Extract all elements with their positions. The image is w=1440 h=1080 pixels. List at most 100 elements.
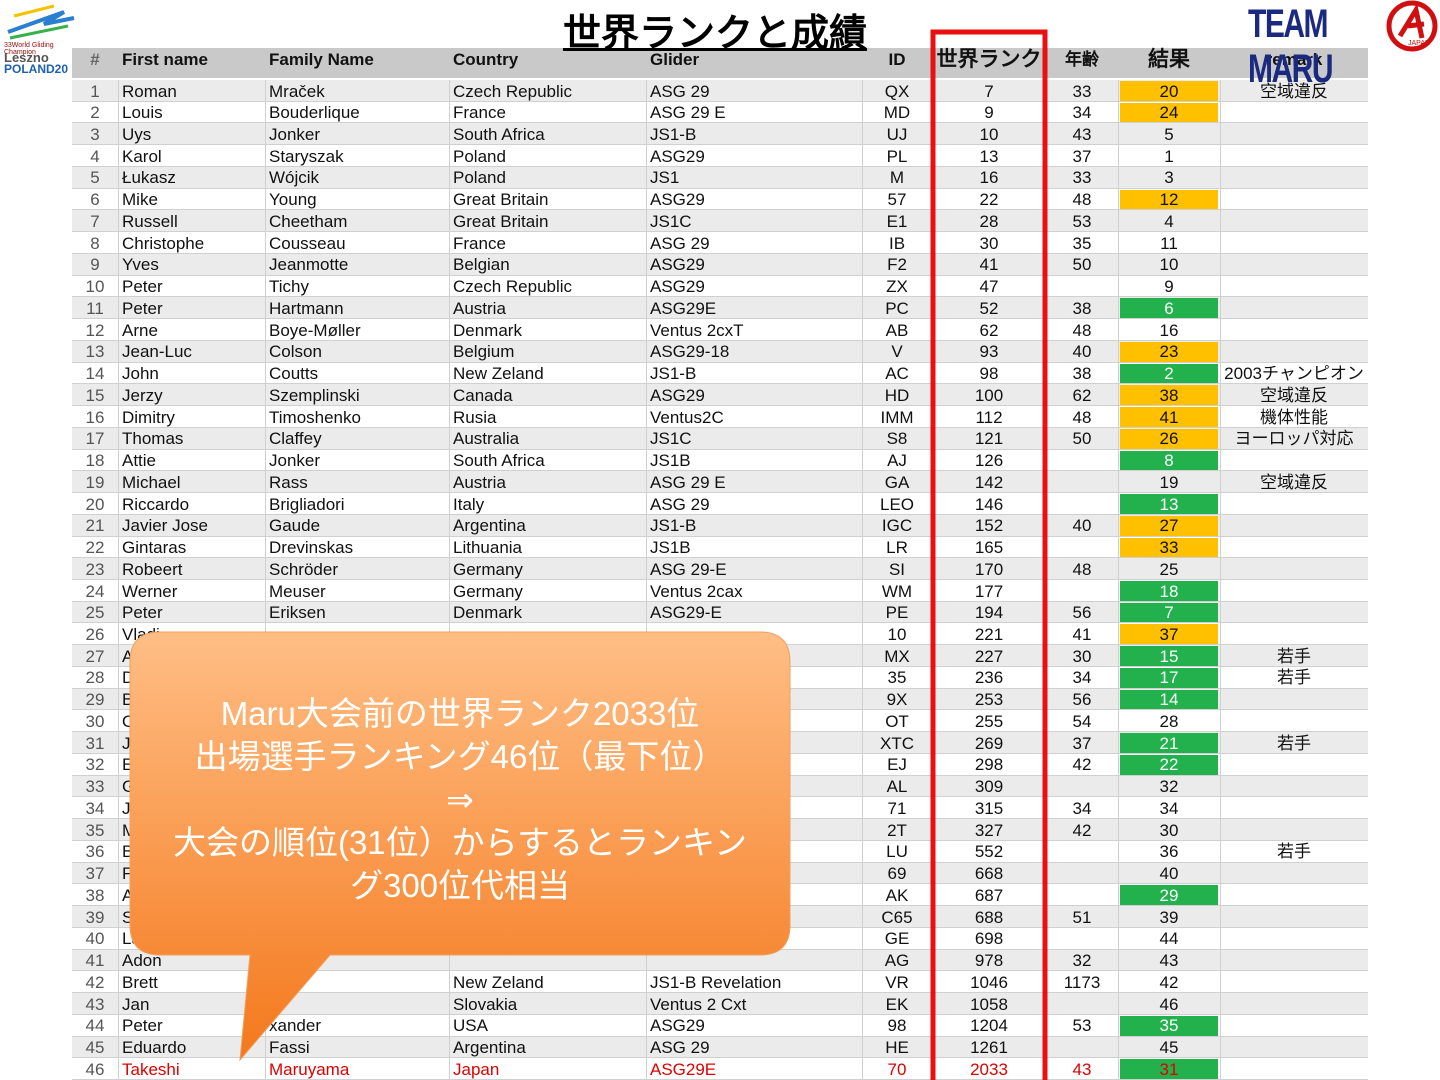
col-line bbox=[265, 145, 266, 167]
col-line bbox=[862, 427, 863, 450]
col-line bbox=[118, 753, 119, 776]
table-cell: 31 bbox=[85, 733, 105, 753]
table-cell: 16 bbox=[1159, 320, 1179, 340]
col-line bbox=[1220, 253, 1221, 276]
table-cell: 41 bbox=[1072, 624, 1092, 644]
col-line bbox=[862, 601, 863, 624]
table-cell: 42 bbox=[1072, 820, 1092, 840]
col-line bbox=[646, 188, 647, 211]
col-line bbox=[862, 949, 863, 972]
col-line bbox=[265, 580, 266, 602]
table-cell: Timoshenko bbox=[269, 407, 361, 427]
result-fill bbox=[1120, 189, 1218, 210]
result-fill bbox=[1120, 363, 1218, 384]
table-cell: 4 bbox=[90, 146, 100, 166]
table-cell: 43 bbox=[1159, 951, 1179, 971]
col-line bbox=[118, 666, 119, 689]
table-cell: 若手 bbox=[1277, 842, 1311, 862]
col-line bbox=[449, 1036, 450, 1059]
col-line bbox=[118, 819, 119, 841]
table-cell: 687 bbox=[974, 885, 1004, 905]
col-line bbox=[862, 319, 863, 341]
table-cell: 40 bbox=[85, 929, 105, 949]
table-cell: Lithuania bbox=[453, 538, 523, 558]
table-cell: 18 bbox=[1159, 581, 1179, 601]
table-cell: 32 bbox=[1072, 951, 1092, 971]
table-cell: Attie bbox=[122, 451, 157, 471]
table-cell: 30 bbox=[1159, 820, 1179, 840]
table-cell: 17 bbox=[85, 429, 105, 449]
col-line bbox=[1118, 493, 1119, 515]
result-fill bbox=[1120, 515, 1218, 536]
col-line bbox=[449, 319, 450, 341]
table-cell: Austria bbox=[453, 298, 506, 318]
col-line bbox=[449, 362, 450, 385]
table-cell: Christophe bbox=[122, 233, 205, 253]
col-line bbox=[118, 166, 119, 189]
table-cell: 688 bbox=[974, 907, 1004, 927]
col-line bbox=[118, 275, 119, 298]
col-line bbox=[646, 1058, 647, 1080]
table-cell: 27 bbox=[1159, 516, 1179, 536]
table-cell: 39 bbox=[1159, 907, 1179, 927]
result-fill bbox=[1120, 733, 1218, 753]
result-fill bbox=[1120, 102, 1218, 123]
col-line bbox=[1118, 558, 1119, 580]
table-cell: Bouderlique bbox=[269, 103, 360, 123]
col-line bbox=[118, 80, 119, 102]
col-line bbox=[646, 253, 647, 276]
table-cell: ASG29E bbox=[650, 1059, 717, 1079]
col-line bbox=[646, 145, 647, 167]
table-cell: 93 bbox=[979, 342, 999, 362]
table-cell: 4 bbox=[1164, 211, 1174, 231]
col-line bbox=[1118, 840, 1119, 863]
table-cell: 30 bbox=[979, 233, 999, 253]
table-cell: 3 bbox=[1164, 168, 1174, 188]
table-cell: 6 bbox=[1164, 298, 1174, 318]
table-cell: 5 bbox=[90, 168, 100, 188]
col-line bbox=[1220, 232, 1221, 254]
table-cell: Ventus 2cax bbox=[650, 581, 743, 601]
table-cell: ASG29-E bbox=[650, 603, 722, 623]
col-line bbox=[118, 319, 119, 341]
col-line bbox=[118, 710, 119, 733]
table-cell: Eriksen bbox=[269, 603, 326, 623]
table-cell: Michael bbox=[122, 472, 181, 492]
table-cell: 14 bbox=[85, 364, 105, 384]
table-cell: Robeert bbox=[122, 559, 183, 579]
table-cell: 40 bbox=[1159, 864, 1179, 884]
col-line bbox=[862, 449, 863, 472]
col-line bbox=[265, 1058, 266, 1080]
col-line bbox=[1220, 166, 1221, 189]
table-cell: France bbox=[453, 103, 506, 123]
table-cell: 40 bbox=[1072, 342, 1092, 362]
table-cell: Jerzy bbox=[122, 385, 163, 405]
table-cell: USA bbox=[453, 1016, 488, 1036]
col-line bbox=[449, 536, 450, 559]
col-line bbox=[118, 558, 119, 580]
table-cell: 42 bbox=[85, 972, 105, 992]
table-cell: 11 bbox=[1160, 233, 1178, 253]
table-cell: 50 bbox=[1072, 429, 1092, 449]
table-cell: J bbox=[122, 733, 131, 753]
table-cell: Poland bbox=[453, 168, 506, 188]
col-line bbox=[449, 275, 450, 298]
table-cell: 50 bbox=[1072, 255, 1092, 275]
col-line bbox=[449, 493, 450, 515]
table-cell: 26 bbox=[85, 624, 105, 644]
table-cell: AC bbox=[885, 364, 909, 384]
table-cell: 177 bbox=[974, 581, 1004, 601]
col-line bbox=[118, 862, 119, 885]
col-line bbox=[1220, 688, 1221, 711]
table-cell: 22 bbox=[1159, 755, 1179, 775]
table-cell: 9 bbox=[1164, 277, 1174, 297]
table-cell: HD bbox=[884, 385, 910, 405]
col-line bbox=[449, 993, 450, 1015]
col-line bbox=[449, 558, 450, 580]
table-cell: 機体性能 bbox=[1260, 407, 1328, 427]
table-cell: 24 bbox=[1159, 103, 1179, 123]
col-line bbox=[118, 623, 119, 646]
table-cell: Mraček bbox=[269, 81, 325, 101]
col-line bbox=[646, 319, 647, 341]
